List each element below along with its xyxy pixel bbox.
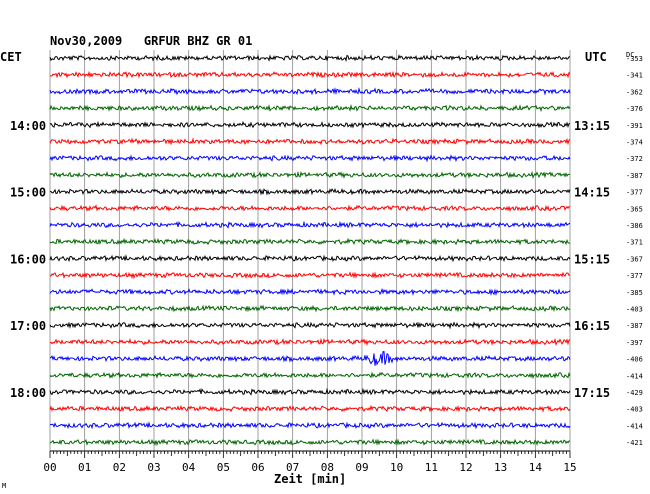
x-tick-label: 13 xyxy=(494,461,507,474)
dc-offset-label: -372 xyxy=(626,155,643,163)
left-time-label: 18:00 xyxy=(10,386,46,400)
seismic-trace xyxy=(49,321,571,330)
dc-header-label: DC xyxy=(626,51,634,59)
seismic-trace xyxy=(49,220,571,229)
seismic-trace xyxy=(49,154,571,163)
time-grid xyxy=(49,50,571,451)
x-tick-label: 14 xyxy=(529,461,543,474)
seismic-trace xyxy=(49,421,571,430)
x-tick-label: 06 xyxy=(251,461,264,474)
right-time-label: 17:15 xyxy=(574,386,610,400)
x-tick-label: 10 xyxy=(390,461,403,474)
x-tick-label: 04 xyxy=(182,461,196,474)
dc-offset-label: -365 xyxy=(626,205,643,213)
x-tick-label: 09 xyxy=(355,461,368,474)
seismic-trace xyxy=(49,371,571,380)
left-time-label: 17:00 xyxy=(10,319,46,333)
dc-offset-label: -377 xyxy=(626,189,643,197)
seismic-traces xyxy=(49,54,571,447)
dc-offset-label: -387 xyxy=(626,322,643,330)
seismic-trace xyxy=(49,137,571,146)
seismic-trace xyxy=(49,86,571,96)
x-tick-label: 00 xyxy=(43,461,56,474)
seismic-trace xyxy=(49,54,571,63)
seismic-trace xyxy=(49,387,571,396)
dc-offset-label: -391 xyxy=(626,122,643,130)
seismic-trace xyxy=(49,70,571,79)
seismic-trace xyxy=(49,120,571,129)
seismic-trace xyxy=(49,438,571,447)
x-axis: 00 01 02 03 04 05 06 07 08 09 10 11 12 13 14 15 xyxy=(43,450,577,474)
seismic-trace xyxy=(49,304,571,313)
right-time-label: 13:15 xyxy=(574,119,610,133)
seismic-trace xyxy=(49,204,571,213)
dc-offset-label: -371 xyxy=(626,239,643,247)
x-tick-label: 12 xyxy=(459,461,472,474)
seismic-trace xyxy=(49,404,571,413)
seismic-trace xyxy=(49,287,571,296)
dc-offset-label: -397 xyxy=(626,339,643,347)
right-time-label: 14:15 xyxy=(574,186,610,200)
dc-offset-label: -362 xyxy=(626,88,643,96)
x-tick-label: 15 xyxy=(563,461,576,474)
dc-offset-label: -403 xyxy=(626,406,643,414)
left-time-label: 14:00 xyxy=(10,119,46,133)
dc-offset-label: -386 xyxy=(626,222,643,230)
x-tick-label: 07 xyxy=(286,461,299,474)
left-time-label: 16:00 xyxy=(10,252,46,266)
dc-offset-label: -341 xyxy=(626,72,643,80)
seismic-trace xyxy=(49,187,571,196)
seismic-trace xyxy=(49,103,571,112)
left-timezone-label: CET xyxy=(0,50,22,64)
seismic-trace xyxy=(49,271,571,280)
dc-offset-label: -403 xyxy=(626,306,643,314)
right-time-label: 16:15 xyxy=(574,319,610,333)
x-tick-label: 11 xyxy=(425,461,438,474)
x-axis-label: Zeit [min] xyxy=(274,472,346,486)
x-tick-label: 05 xyxy=(217,461,230,474)
dc-offset-label: -377 xyxy=(626,272,643,280)
dc-offset-label: -429 xyxy=(626,389,643,397)
dc-offset-labels: -353 -341 -362 -376 -391 -374 -372 -387 -377 -365… xyxy=(626,55,643,447)
dc-offset-label: -421 xyxy=(626,439,643,447)
right-time-labels: 13:15 14:15 15:15 16:15 17:15 xyxy=(574,119,610,400)
x-tick-label: 08 xyxy=(321,461,334,474)
dc-offset-label: -387 xyxy=(626,172,643,180)
dc-offset-label: -374 xyxy=(626,139,643,147)
corner-mark: M xyxy=(2,482,6,490)
seismic-trace xyxy=(49,237,571,246)
left-time-labels: 14:00 15:00 16:00 17:00 18:00 xyxy=(10,119,46,400)
x-tick-label: 03 xyxy=(147,461,160,474)
dc-offset-label: -385 xyxy=(626,289,643,297)
right-timezone-label: UTC xyxy=(585,50,607,64)
dc-offset-label: -353 xyxy=(626,55,643,63)
dc-offset-label: -367 xyxy=(626,255,643,263)
seismic-trace xyxy=(49,337,571,347)
dc-offset-label: -376 xyxy=(626,105,643,113)
x-tick-label: 02 xyxy=(113,461,126,474)
left-time-label: 15:00 xyxy=(10,186,46,200)
seismic-trace xyxy=(49,170,571,180)
dc-offset-label: -414 xyxy=(626,422,643,430)
seismic-trace xyxy=(49,351,571,366)
dc-offset-label: -406 xyxy=(626,356,643,364)
seismic-trace xyxy=(49,254,571,263)
right-time-label: 15:15 xyxy=(574,252,610,266)
x-tick-label: 01 xyxy=(78,461,91,474)
dc-offset-label: -414 xyxy=(626,372,643,380)
chart-title: Nov30,2009 GRFUR BHZ GR 01 xyxy=(50,34,252,48)
